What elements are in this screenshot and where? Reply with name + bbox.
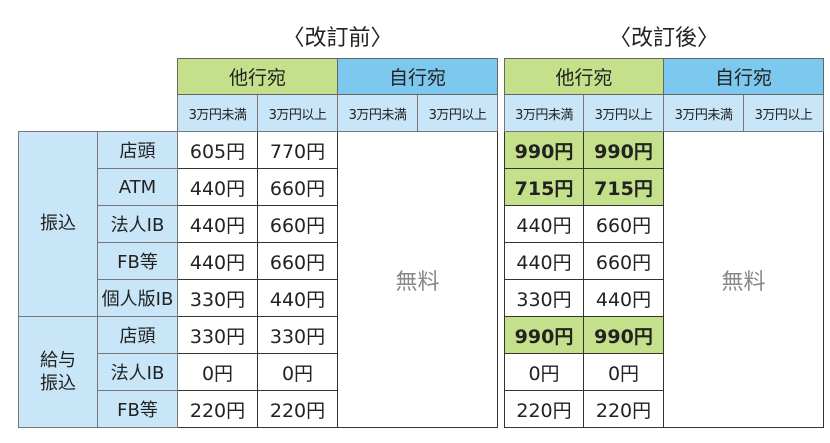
after-fee-under-30k: 330円 [504,279,584,317]
table-row: ATM 440円 660円 715円 715円 [19,168,824,206]
before-fee-over-30k: 220円 [257,390,338,428]
before-own-bank-header: 自行宛 [337,58,498,95]
after-fee-over-30k: 990円 [583,131,664,169]
sub-header: 3万円以上 [417,94,498,132]
sub-header: 3万円未満 [504,94,584,132]
table-row: 法人IB 0円 0円 0円 0円 [19,353,824,391]
before-title: 〈改訂前〉 [282,26,393,51]
before-other-bank-header: 他行宛 [177,58,338,95]
sub-header: 3万円以上 [257,94,338,132]
before-fee-under-30k: 440円 [177,242,258,280]
channel-label: 店頭 [97,131,178,169]
before-fee-under-30k: 330円 [177,316,258,354]
after-own-bank-header: 自行宛 [663,58,824,95]
channel-label: FB等 [97,390,178,428]
sub-header: 3万円以上 [583,94,664,132]
channel-label: 個人版IB [97,279,178,317]
table-row: 法人IB 440円 660円 440円 660円 [19,205,824,243]
before-fee-over-30k: 330円 [257,316,338,354]
after-title: 〈改訂後〉 [608,26,719,51]
table-row: 振込 店頭 605円 770円 無料 990円 990円 無料 [18,131,824,428]
table-row: 個人版IB 330円 440円 330円 440円 [19,279,824,317]
after-fee-under-30k: 990円 [504,316,584,354]
table-row: FB等 220円 220円 220円 220円 [19,390,824,428]
after-fee-over-30k: 660円 [583,242,664,280]
before-fee-under-30k: 330円 [177,279,258,317]
after-own-bank-free: 無料 [663,131,824,428]
after-fee-under-30k: 440円 [504,205,584,243]
sub-header: 3万円未満 [337,94,418,132]
before-fee-over-30k: 770円 [257,131,338,169]
before-fee-under-30k: 220円 [177,390,258,428]
fee-comparison-table: 〈改訂前〉 〈改訂後〉 他行宛 自行宛 他行宛 自行宛 3万円未満 3万円以上 … [18,14,824,428]
after-fee-over-30k: 715円 [583,168,664,206]
channel-label: 店頭 [97,316,178,354]
before-fee-over-30k: 440円 [257,279,338,317]
after-fee-under-30k: 220円 [504,390,584,428]
after-fee-under-30k: 990円 [504,131,584,169]
after-fee-under-30k: 0円 [504,353,584,391]
after-fee-over-30k: 0円 [583,353,664,391]
after-other-bank-header: 他行宛 [504,58,664,95]
channel-label: 法人IB [97,205,178,243]
channel-label: FB等 [97,242,178,280]
before-fee-over-30k: 0円 [257,353,338,391]
group-label: 振込 [18,131,98,317]
after-fee-under-30k: 440円 [504,242,584,280]
before-own-bank-free: 無料 [337,131,498,428]
sub-header: 3万円未満 [177,94,258,132]
before-fee-over-30k: 660円 [257,168,338,206]
after-fee-over-30k: 660円 [583,205,664,243]
before-fee-over-30k: 660円 [257,205,338,243]
before-fee-over-30k: 660円 [257,242,338,280]
before-fee-under-30k: 0円 [177,353,258,391]
before-fee-under-30k: 440円 [177,205,258,243]
after-fee-over-30k: 220円 [583,390,664,428]
before-fee-under-30k: 605円 [177,131,258,169]
channel-label: 法人IB [97,353,178,391]
group-label: 給与 振込 [18,316,98,428]
before-fee-under-30k: 440円 [177,168,258,206]
after-fee-over-30k: 440円 [583,279,664,317]
table-row: FB等 440円 660円 440円 660円 [19,242,824,280]
sub-header: 3万円未満 [663,94,744,132]
after-fee-over-30k: 990円 [583,316,664,354]
table-row: 給与 振込 店頭 330円 330円 990円 990円 [18,316,824,428]
sub-header: 3万円以上 [743,94,824,132]
after-fee-under-30k: 715円 [504,168,584,206]
channel-label: ATM [97,168,178,206]
